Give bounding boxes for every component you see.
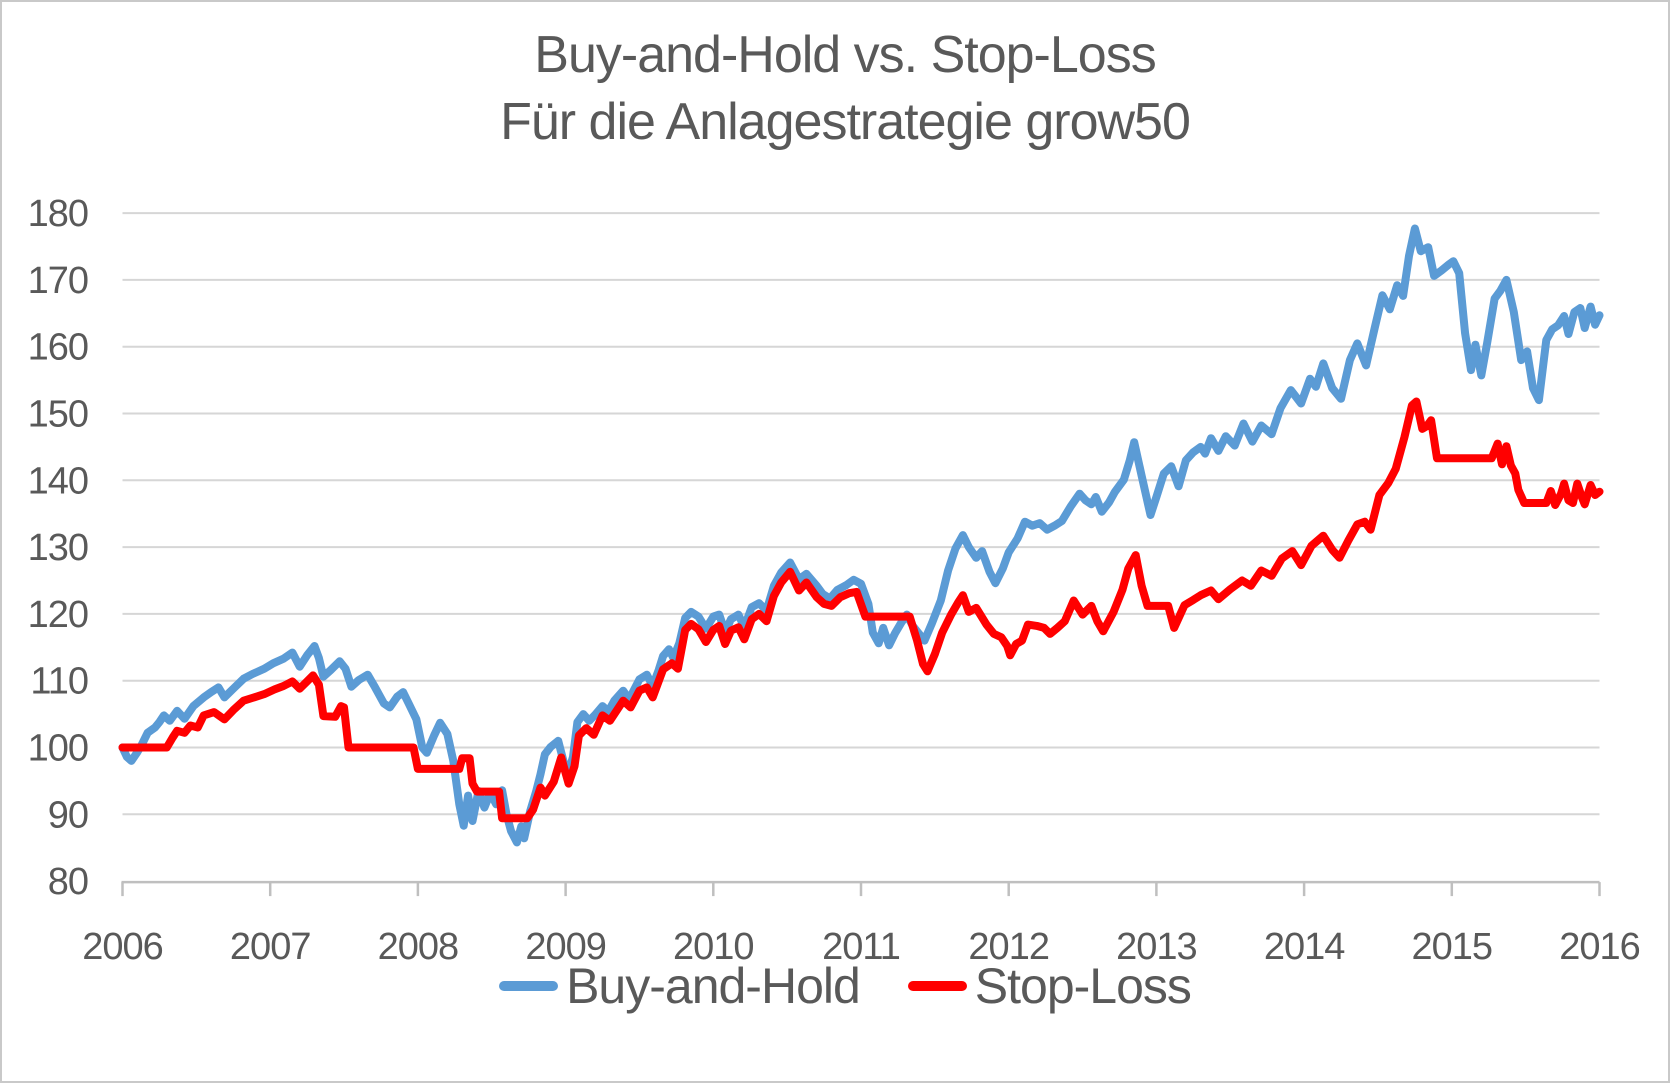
legend-label-buy-and-hold: Buy-and-Hold bbox=[566, 958, 861, 1014]
legend-label-stop-loss: Stop-Loss bbox=[974, 958, 1192, 1014]
y-tick-label-100: 100 bbox=[28, 728, 88, 770]
x-tick-label-2014: 2014 bbox=[1264, 926, 1345, 968]
x-tick-label-2013: 2013 bbox=[1116, 926, 1197, 968]
y-tick-label-130: 130 bbox=[28, 527, 88, 569]
x-tick-label-2016: 2016 bbox=[1559, 926, 1640, 968]
y-tick-label-80: 80 bbox=[48, 861, 88, 903]
x-tick-label-2010: 2010 bbox=[673, 926, 754, 968]
legend-item-stop-loss: Stop-Loss bbox=[907, 957, 1192, 1015]
x-tick-label-2012: 2012 bbox=[968, 926, 1049, 968]
y-tick-label-150: 150 bbox=[28, 394, 88, 436]
y-tick-label-180: 180 bbox=[28, 193, 88, 235]
chart-title-line2: Für die Anlagestrategie grow50 bbox=[500, 93, 1191, 151]
legend-marker-buy-and-hold bbox=[499, 981, 559, 991]
y-tick-label-170: 170 bbox=[28, 260, 88, 302]
x-tick-label-2007: 2007 bbox=[230, 926, 311, 968]
x-tick-label-2006: 2006 bbox=[82, 926, 163, 968]
y-tick-label-120: 120 bbox=[28, 594, 88, 636]
y-tick-label-160: 160 bbox=[28, 327, 88, 369]
legend-marker-stop-loss bbox=[907, 981, 967, 991]
y-tick-label-140: 140 bbox=[28, 460, 88, 502]
chart-title: Buy-and-Hold vs. Stop-Loss Für die Anlag… bbox=[18, 22, 1668, 156]
x-tick-label-2011: 2011 bbox=[822, 926, 900, 968]
legend-item-buy-and-hold: Buy-and-Hold bbox=[499, 957, 861, 1015]
chart-title-line1: Buy-and-Hold vs. Stop-Loss bbox=[534, 26, 1156, 84]
legend: Buy-and-Hold Stop-Loss bbox=[18, 948, 1668, 1024]
series-line-buy-and-hold bbox=[118, 224, 1604, 847]
x-tick-label-2015: 2015 bbox=[1412, 926, 1493, 968]
series-line-stop-loss bbox=[118, 397, 1604, 823]
y-tick-label-110: 110 bbox=[30, 661, 88, 703]
y-tick-label-90: 90 bbox=[48, 794, 88, 836]
x-tick-label-2009: 2009 bbox=[525, 926, 606, 968]
x-tick-label-2008: 2008 bbox=[378, 926, 459, 968]
